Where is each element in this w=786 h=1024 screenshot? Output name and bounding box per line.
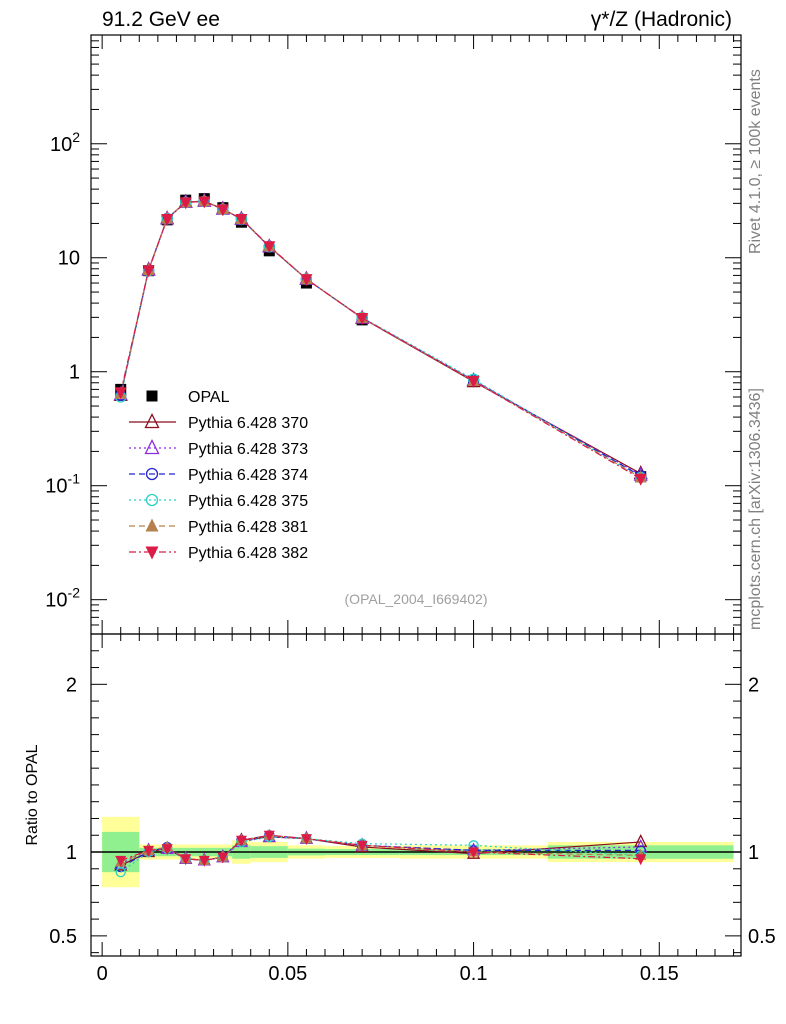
y-tick-label: 10-2 [45, 585, 80, 612]
data-point [161, 844, 173, 856]
data-point [217, 852, 229, 864]
x-tick-label: 0.15 [640, 963, 679, 985]
data-point [468, 847, 480, 859]
series-4 [115, 195, 647, 484]
data-point [263, 830, 275, 842]
series-2 [113, 192, 648, 481]
legend-entry-4: Pythia 6.428 375 [129, 493, 308, 510]
series-5 [114, 194, 647, 483]
legend-entry-5: Pythia 6.428 381 [129, 518, 308, 536]
y-tick-label: 10 [58, 248, 80, 270]
x-tick-label: 0.1 [460, 963, 488, 985]
data-point [235, 835, 247, 847]
data-point [143, 845, 155, 857]
ratio-y-tick-label-right: 1 [748, 842, 759, 864]
ratio-y-tick-label-left: 1 [66, 842, 77, 864]
legend-entry-0: OPAL [146, 389, 230, 406]
data-point [146, 390, 158, 402]
series-0 [115, 193, 647, 483]
series-6 [114, 196, 647, 486]
data-point [198, 855, 210, 867]
legend-label: Pythia 6.428 370 [188, 415, 308, 432]
data-point [144, 439, 160, 455]
legend-label: Pythia 6.428 382 [188, 545, 308, 562]
legend-label: Pythia 6.428 373 [188, 441, 308, 458]
x-tick-label: 0 [97, 963, 108, 985]
x-tick-label: 0.05 [268, 963, 307, 985]
header-right-title: γ*/Z (Hadronic) [590, 8, 732, 31]
y-tick-label: 1 [69, 362, 80, 384]
legend-label: Pythia 6.428 374 [188, 467, 308, 484]
data-point [467, 375, 480, 388]
data-point [115, 855, 127, 867]
data-point [115, 866, 126, 878]
y-tick-label: 102 [50, 129, 80, 156]
data-point [356, 840, 368, 852]
data-point [180, 854, 192, 866]
ratio-series-5 [115, 830, 647, 867]
data-point [145, 467, 159, 481]
data-point [161, 213, 174, 226]
legend-label: Pythia 6.428 375 [188, 493, 308, 510]
legend-entry-2: Pythia 6.428 373 [129, 439, 308, 458]
data-point [235, 213, 248, 226]
series-1 [113, 192, 648, 480]
legend-entry-3: Pythia 6.428 374 [129, 467, 308, 484]
data-point [179, 197, 192, 210]
data-point [145, 493, 159, 507]
legend-entry-6: Pythia 6.428 382 [129, 545, 308, 562]
data-point [216, 204, 229, 217]
header-left-title: 91.2 GeV ee [102, 8, 220, 31]
data-point [198, 196, 211, 209]
legend-label: OPAL [188, 389, 230, 406]
series-line [120, 200, 642, 479]
data-point [263, 241, 276, 254]
data-point [356, 313, 369, 326]
data-point [635, 854, 647, 866]
series-line [120, 200, 642, 480]
series-line [120, 200, 642, 477]
y-tick-label: 10-1 [45, 471, 80, 498]
data-point [300, 834, 312, 846]
data-point [114, 387, 127, 400]
legend-entry-1: Pythia 6.428 370 [129, 413, 308, 432]
series-line [120, 200, 642, 476]
data-point [142, 265, 155, 278]
data-point [634, 473, 647, 486]
data-point [145, 518, 159, 532]
data-point [145, 546, 159, 560]
ratio-y-tick-label-left: 2 [66, 674, 77, 696]
ratio-y-tick-label-right: 2 [748, 674, 759, 696]
analysis-id-watermark: (OPAL_2004_I669402) [345, 591, 488, 607]
legend-label: Pythia 6.428 381 [188, 519, 308, 536]
data-point [144, 413, 160, 429]
series-line [120, 200, 642, 479]
series-3 [115, 195, 647, 482]
data-point [300, 274, 313, 287]
ratio-y-tick-label-left: 0.5 [49, 926, 77, 948]
ratio-y-tick-label-right: 0.5 [748, 926, 776, 948]
ratio-y-axis-label: Ratio to OPAL [24, 744, 41, 845]
ratio-panel-frame [90, 633, 742, 957]
